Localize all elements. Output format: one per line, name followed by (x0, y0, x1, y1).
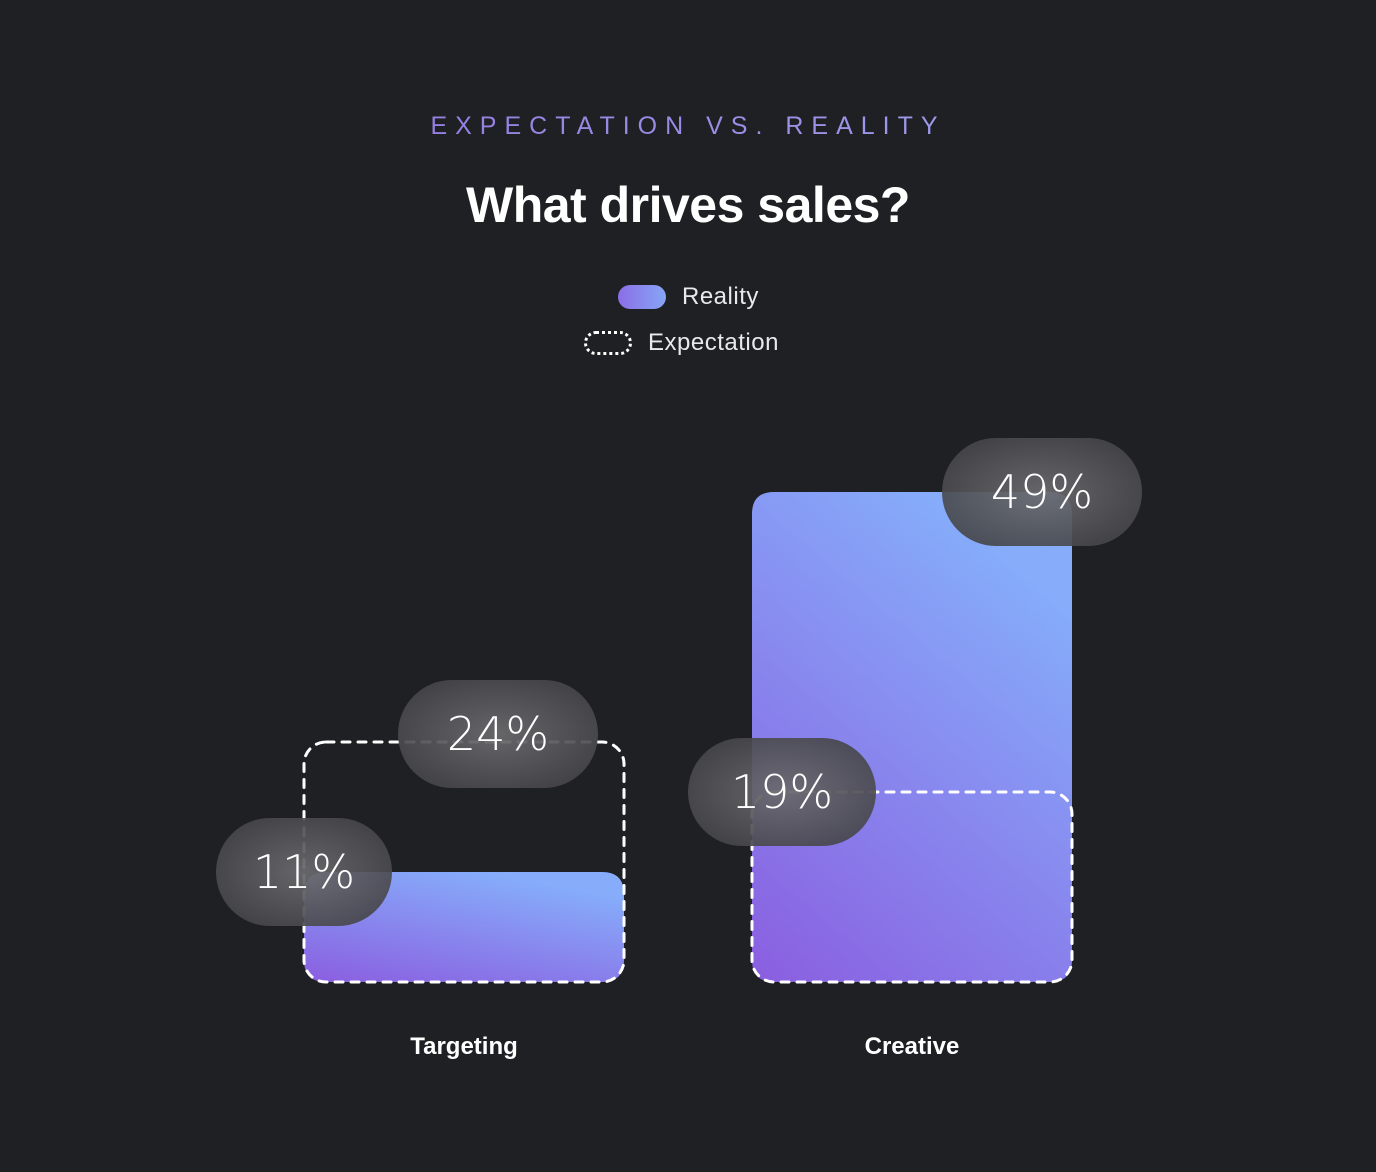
chart-subtitle: EXPECTATION VS. REALITY (0, 112, 1376, 141)
legend-label-expectation: Expectation (648, 329, 779, 356)
category-label-creative: Creative (865, 1033, 960, 1060)
value-pill-creative-expectation-glow (688, 738, 876, 846)
legend-swatch-reality (618, 285, 666, 309)
value-pill-creative-reality-glow (942, 438, 1142, 546)
value-pill-creative-expectation-label: 19% (731, 765, 833, 819)
value-pill-creative-expectation: 19% (688, 738, 876, 846)
value-pill-targeting-expectation-glow (398, 680, 598, 788)
legend-item-reality: Reality (618, 283, 759, 311)
value-pill-targeting-expectation: 24% (398, 680, 598, 788)
value-pill-creative-reality-label: 49% (991, 465, 1093, 519)
expectation-outline-creative (750, 790, 1074, 984)
legend-item-expectation: Expectation (584, 329, 779, 357)
value-pill-targeting-expectation-label: 24% (447, 707, 549, 761)
value-pill-creative-reality: 49% (942, 438, 1142, 546)
chart-title: What drives sales? (466, 177, 910, 233)
category-label-targeting: Targeting (410, 1033, 518, 1060)
legend-label-reality: Reality (682, 283, 759, 310)
value-pill-targeting-reality-label: 11% (253, 845, 355, 899)
value-pill-targeting-reality-glow (216, 818, 392, 926)
reality-bar-creative (752, 492, 1072, 982)
value-pill-targeting-reality: 11% (216, 818, 392, 926)
legend-swatch-expectation (584, 331, 632, 355)
